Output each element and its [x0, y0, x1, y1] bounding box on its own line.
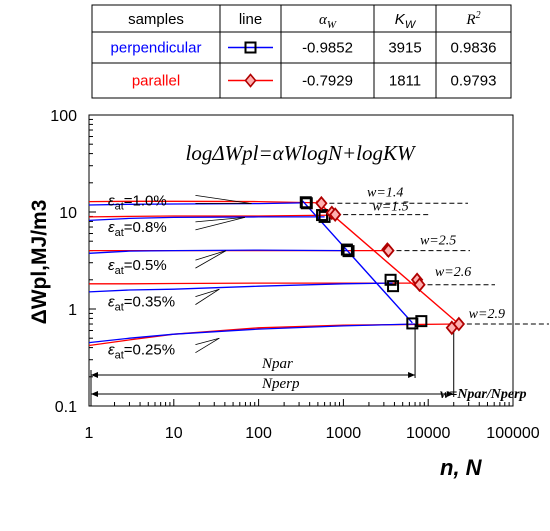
legend-r2-value: 0.9836 [451, 40, 497, 57]
strain-label: εat=0.8% [108, 219, 167, 239]
y-tick-label: 100 [50, 108, 77, 125]
curve-perpendicular-0.25% [88, 323, 416, 344]
marker-perpendicular [342, 245, 355, 258]
x-tick-label: 10000 [406, 425, 451, 442]
n-perp-dimension-head-right [446, 391, 454, 397]
w-label: w=2.5 [420, 234, 456, 249]
legend-r2-value: 0.9793 [451, 73, 497, 90]
axis-ticks: 1 10 100 1000 10000 100000 0.1 1 10 100 [50, 108, 540, 442]
curve-parallel-0.8% [88, 214, 336, 218]
n-par-label: Npar [261, 356, 293, 372]
equation: logΔWpl=αWlogN+logKW [185, 141, 417, 165]
legend-alpha-value: -0.9852 [302, 40, 353, 57]
n-perp-dimension-head-left [91, 391, 98, 397]
marker-perpendicular [340, 243, 353, 256]
w-label: w=2.6 [435, 265, 471, 280]
annotation-lines [90, 194, 549, 406]
w-label: w=1.5 [372, 199, 408, 214]
strain-label: εat=0.25% [108, 342, 175, 362]
y-tick-label: 10 [59, 205, 77, 222]
data-markers [299, 195, 466, 336]
marker-parallel [452, 316, 466, 332]
marker-perpendicular [384, 273, 397, 286]
w-label: w=1.4 [367, 185, 403, 200]
legend-border [91, 4, 512, 99]
marker-parallel [329, 207, 342, 223]
marker-perpendicular [299, 196, 312, 209]
y-tick-label: 1 [68, 302, 77, 319]
x-axis-label: n, N [440, 455, 483, 480]
arrow-line [195, 250, 227, 261]
curve-perpendicular-1.0% [88, 202, 303, 206]
x-tick-label: 10 [165, 425, 183, 442]
marker-perpendicular [316, 209, 329, 222]
legend-header-line: line [239, 11, 262, 28]
n-par-dimension-head-right [408, 372, 416, 378]
legend-marker-diamond [244, 73, 257, 88]
x-tick-label: 100000 [486, 425, 539, 442]
strain-label: εat=0.35% [108, 294, 175, 314]
marker-parallel [315, 195, 328, 211]
w-label: w=2.9 [469, 307, 505, 322]
strain-label: εat=0.5% [108, 257, 167, 277]
arrow-line [195, 288, 220, 305]
hysteresis-curves [88, 200, 459, 347]
x-tick-label: 100 [245, 425, 272, 442]
legend-header-k: KW [395, 11, 417, 31]
plot-frame [88, 114, 514, 407]
curve-perpendicular-0.8% [88, 216, 325, 222]
n-perp-label: Nperp [261, 376, 300, 392]
legend-header-samples: samples [128, 11, 184, 28]
strain-label: εat=1.0% [108, 192, 167, 212]
y-tick-label: 0.1 [55, 399, 77, 416]
annotation-labels: εat=1.0% εat=0.8% εat=0.5% εat=0.35% εat=0.2… [108, 185, 527, 402]
x-tick-label: 1000 [326, 425, 362, 442]
y-axis-label: ΔWpl,MJ/m3 [28, 200, 51, 325]
curve-perpendicular-0.5% [88, 249, 347, 254]
legend-sample-name: perpendicular [111, 40, 202, 57]
legend-marker-square [244, 41, 257, 54]
arrow-line [195, 216, 245, 223]
marker-perpendicular [415, 315, 428, 328]
marker-parallel [382, 243, 395, 259]
arrow-line [195, 288, 220, 298]
arrow-line [195, 216, 245, 231]
x-tick-label: 1 [85, 425, 94, 442]
arrow-line [195, 250, 227, 269]
curve-perpendicular-0.35% [88, 282, 393, 293]
legend-sample-name: parallel [132, 73, 180, 90]
w-definition: w=Npar/Nperp [440, 387, 527, 402]
legend-alpha-value: -0.7929 [302, 73, 353, 90]
legend-k-value: 1811 [389, 73, 421, 90]
legend-table: samples line αW KW R2 perpendicular -0.9852 391… [91, 4, 512, 99]
marker-perpendicular [387, 280, 400, 293]
marker-parallel [413, 277, 426, 293]
curve-parallel-1.0% [88, 200, 322, 204]
arrow-line [195, 337, 220, 354]
legend-header-alpha: αW [319, 12, 337, 31]
marker-perpendicular [300, 197, 313, 210]
n-par-dimension-head-left [91, 372, 98, 378]
arrow-line [195, 194, 252, 205]
legend-k-value: 3915 [388, 40, 421, 57]
legend-header-r2: R2 [465, 10, 480, 28]
arrow-line [195, 337, 220, 346]
fit-line-parallel [315, 200, 460, 325]
